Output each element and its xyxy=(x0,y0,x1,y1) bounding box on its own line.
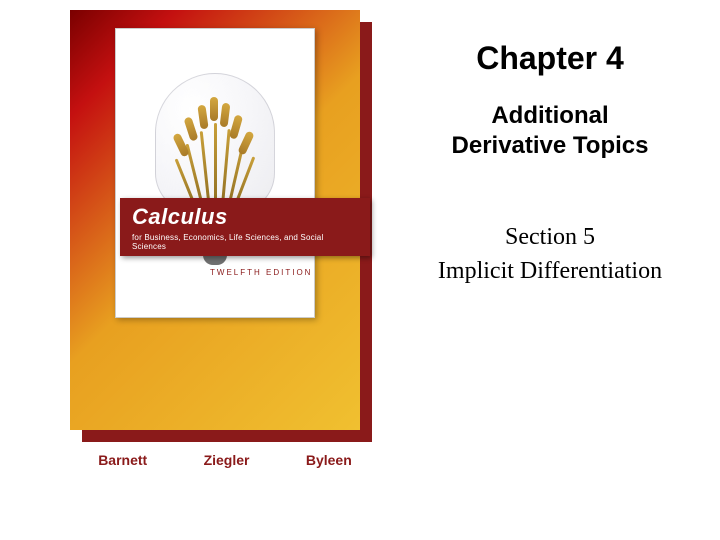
chapter-topic: Additional Derivative Topics xyxy=(400,101,700,161)
author-name: Byleen xyxy=(306,452,352,468)
section-label: Section 5 xyxy=(400,221,700,255)
author-row: Barnett Ziegler Byleen xyxy=(70,452,380,468)
chapter-label: Chapter 4 xyxy=(400,40,700,77)
book-subtitle: for Business, Economics, Life Sciences, … xyxy=(132,233,358,251)
slide-text-block: Chapter 4 Additional Derivative Topics S… xyxy=(400,40,700,288)
author-name: Ziegler xyxy=(204,452,250,468)
book-title: Calculus xyxy=(132,204,358,230)
presentation-slide: Calculus for Business, Economics, Life S… xyxy=(0,0,720,540)
book-title-band: Calculus for Business, Economics, Life S… xyxy=(120,198,370,256)
book-edition: TWELFTH EDITION xyxy=(210,268,312,277)
section-topic: Implicit Differentiation xyxy=(400,255,700,289)
author-name: Barnett xyxy=(98,452,147,468)
